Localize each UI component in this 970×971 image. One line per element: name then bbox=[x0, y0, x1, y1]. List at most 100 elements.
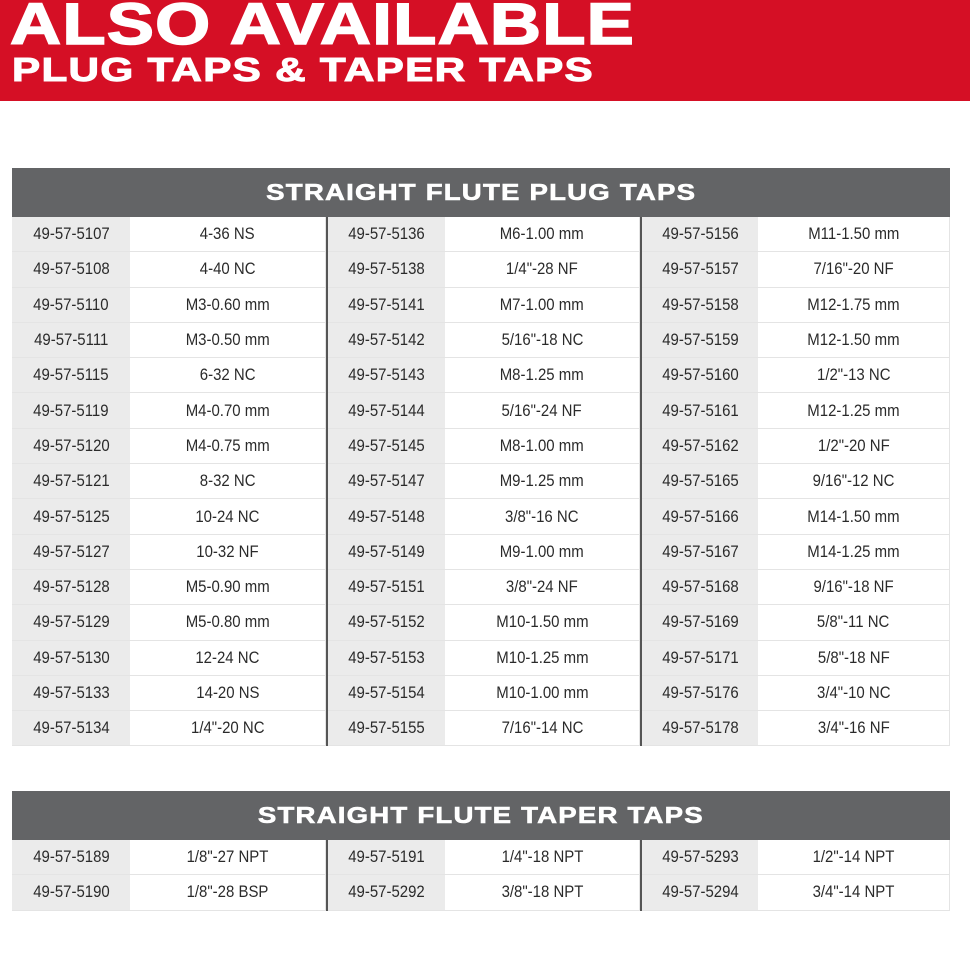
column-divider bbox=[326, 322, 328, 359]
tap-size-cell: 3/4"-16 NF bbox=[758, 711, 950, 747]
tap-size-cell: M4-0.75 mm bbox=[130, 428, 326, 465]
column-divider bbox=[326, 840, 328, 876]
tap-size-cell: M5-0.90 mm bbox=[130, 569, 326, 606]
column-divider bbox=[326, 358, 328, 394]
tap-size-cell: M3-0.50 mm bbox=[130, 322, 326, 359]
column-divider bbox=[640, 534, 642, 570]
plug-taps-table: STRAIGHT FLUTE PLUG TAPS 49-57-5107 4-36 … bbox=[12, 168, 950, 747]
tap-size-cell: 3/8"-16 NC bbox=[445, 499, 640, 535]
column-divider bbox=[640, 252, 642, 288]
part-number-cell: 49-57-5119 bbox=[12, 393, 130, 429]
tap-size-cell: 1/4"-20 NC bbox=[130, 711, 326, 747]
part-number-cell: 49-57-5111 bbox=[12, 322, 130, 359]
tap-size-cell: 4-36 NS bbox=[130, 217, 326, 253]
part-number-cell: 49-57-5138 bbox=[328, 252, 445, 288]
column-divider bbox=[640, 569, 642, 606]
column-divider bbox=[640, 322, 642, 359]
tap-size-cell: M8-1.00 mm bbox=[445, 428, 640, 465]
banner-subtitle: PLUG TAPS & TAPER TAPS bbox=[11, 51, 595, 88]
column-divider bbox=[326, 640, 328, 676]
tap-size-cell: 1/2"-20 NF bbox=[758, 428, 950, 465]
part-number-cell: 49-57-5115 bbox=[12, 358, 130, 394]
tap-size-cell: 7/16"-20 NF bbox=[758, 252, 950, 288]
tap-size-cell: M7-1.00 mm bbox=[445, 287, 640, 323]
part-number-cell: 49-57-5190 bbox=[12, 875, 130, 911]
tap-size-cell: M3-0.60 mm bbox=[130, 287, 326, 323]
tap-size-cell: 3/4"-14 NPT bbox=[758, 875, 950, 911]
part-number-cell: 49-57-5128 bbox=[12, 569, 130, 606]
part-number-cell: 49-57-5144 bbox=[328, 393, 445, 429]
part-number-cell: 49-57-5155 bbox=[328, 711, 445, 747]
tap-size-cell: 3/8"-24 NF bbox=[445, 569, 640, 606]
column-divider bbox=[326, 534, 328, 570]
part-number-cell: 49-57-5157 bbox=[642, 252, 758, 288]
part-number-cell: 49-57-5191 bbox=[328, 840, 445, 876]
part-number-cell: 49-57-5293 bbox=[642, 840, 758, 876]
tap-size-cell: 1/2"-14 NPT bbox=[758, 840, 950, 876]
tap-size-cell: M12-1.50 mm bbox=[758, 322, 950, 359]
part-number-cell: 49-57-5148 bbox=[328, 499, 445, 535]
tap-size-cell: 1/8"-27 NPT bbox=[130, 840, 326, 876]
part-number-cell: 49-57-5167 bbox=[642, 534, 758, 570]
tap-size-cell: 8-32 NC bbox=[130, 464, 326, 500]
tap-size-cell: 5/16"-18 NC bbox=[445, 322, 640, 359]
part-number-cell: 49-57-5292 bbox=[328, 875, 445, 911]
part-number-cell: 49-57-5142 bbox=[328, 322, 445, 359]
part-number-cell: 49-57-5151 bbox=[328, 569, 445, 606]
tap-size-cell: 3/8"-18 NPT bbox=[445, 875, 640, 911]
part-number-cell: 49-57-5165 bbox=[642, 464, 758, 500]
banner: ALSO AVAILABLE PLUG TAPS & TAPER TAPS bbox=[0, 0, 970, 101]
column-divider bbox=[326, 711, 328, 747]
part-number-cell: 49-57-5168 bbox=[642, 569, 758, 606]
tap-size-cell: 10-32 NF bbox=[130, 534, 326, 570]
column-divider bbox=[326, 499, 328, 535]
column-divider bbox=[326, 393, 328, 429]
column-divider bbox=[640, 287, 642, 323]
part-number-cell: 49-57-5161 bbox=[642, 393, 758, 429]
tap-size-cell: M14-1.50 mm bbox=[758, 499, 950, 535]
tap-size-cell: 9/16"-12 NC bbox=[758, 464, 950, 500]
tap-size-cell: 4-40 NC bbox=[130, 252, 326, 288]
part-number-cell: 49-57-5162 bbox=[642, 428, 758, 465]
part-number-cell: 49-57-5145 bbox=[328, 428, 445, 465]
part-number-cell: 49-57-5153 bbox=[328, 640, 445, 676]
tap-size-cell: M10-1.00 mm bbox=[445, 675, 640, 712]
column-divider bbox=[640, 499, 642, 535]
column-divider bbox=[640, 640, 642, 676]
part-number-cell: 49-57-5127 bbox=[12, 534, 130, 570]
part-number-cell: 49-57-5156 bbox=[642, 217, 758, 253]
tap-size-cell: M14-1.25 mm bbox=[758, 534, 950, 570]
tap-size-cell: 9/16"-18 NF bbox=[758, 569, 950, 606]
column-divider bbox=[640, 605, 642, 641]
part-number-cell: 49-57-5294 bbox=[642, 875, 758, 911]
tap-size-cell: 1/4"-18 NPT bbox=[445, 840, 640, 876]
part-number-cell: 49-57-5158 bbox=[642, 287, 758, 323]
part-number-cell: 49-57-5166 bbox=[642, 499, 758, 535]
tap-size-cell: M8-1.25 mm bbox=[445, 358, 640, 394]
part-number-cell: 49-57-5169 bbox=[642, 605, 758, 641]
part-number-cell: 49-57-5107 bbox=[12, 217, 130, 253]
tap-size-cell: 5/8"-11 NC bbox=[758, 605, 950, 641]
column-divider bbox=[640, 428, 642, 465]
column-divider bbox=[640, 875, 642, 911]
column-divider bbox=[640, 464, 642, 500]
part-number-cell: 49-57-5136 bbox=[328, 217, 445, 253]
tap-size-cell: 6-32 NC bbox=[130, 358, 326, 394]
tap-size-cell: M5-0.80 mm bbox=[130, 605, 326, 641]
part-number-cell: 49-57-5130 bbox=[12, 640, 130, 676]
column-divider bbox=[326, 287, 328, 323]
part-number-cell: 49-57-5134 bbox=[12, 711, 130, 747]
tap-size-cell: M10-1.50 mm bbox=[445, 605, 640, 641]
part-number-cell: 49-57-5176 bbox=[642, 675, 758, 712]
column-divider bbox=[326, 675, 328, 712]
column-divider bbox=[326, 428, 328, 465]
table-title: STRAIGHT FLUTE TAPER TAPS bbox=[12, 791, 950, 840]
tap-size-cell: M9-1.25 mm bbox=[445, 464, 640, 500]
tap-size-cell: 14-20 NS bbox=[130, 675, 326, 712]
table-grid: 49-57-5107 4-36 NS 49-57-5136 M6-1.00 mm 49-… bbox=[12, 217, 950, 747]
part-number-cell: 49-57-5149 bbox=[328, 534, 445, 570]
part-number-cell: 49-57-5178 bbox=[642, 711, 758, 747]
part-number-cell: 49-57-5110 bbox=[12, 287, 130, 323]
part-number-cell: 49-57-5108 bbox=[12, 252, 130, 288]
part-number-cell: 49-57-5141 bbox=[328, 287, 445, 323]
